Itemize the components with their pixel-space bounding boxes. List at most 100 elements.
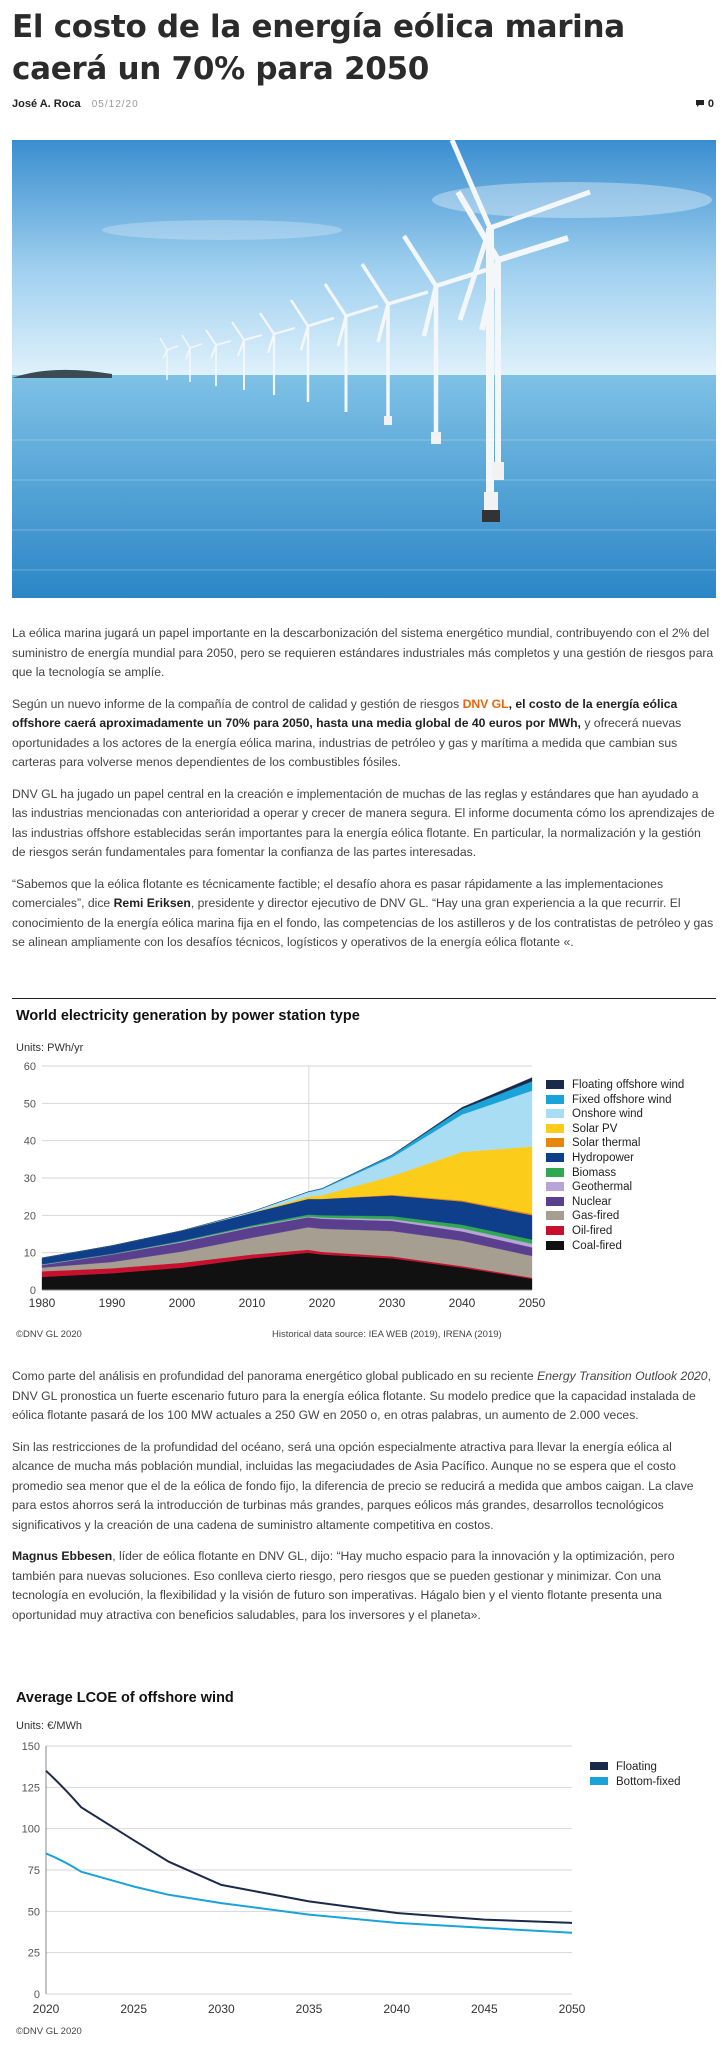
chart-1-copyright: ©DNV GL 2020 [16,1329,82,1340]
x-tick-label: 2000 [169,1296,196,1310]
y-tick-label: 40 [24,1136,36,1148]
paragraph-7: Magnus Ebbesen, líder de eólica flotante… [12,1547,716,1625]
paragraph-2-text-end: y ofrecerá nuevas oportunidades a los ac… [12,716,682,769]
chart-1-source: Historical data source: IEA WEB (2019), … [272,1329,502,1340]
x-tick-label: 2040 [383,2002,410,2016]
x-tick-label: 1990 [99,1296,126,1310]
legend-label: Nuclear [572,1195,612,1208]
chart-2-title: Average LCOE of offshore wind [16,1690,234,1706]
x-tick-label: 2035 [296,2002,323,2016]
legend-label: Bottom-fixed [616,1776,681,1788]
paragraph-2-text: Según un nuevo informe de la compañía de… [12,696,463,711]
area-floating-offshore-wind [41,1077,533,1259]
legend-swatch [546,1226,564,1235]
legend-swatch [546,1123,564,1133]
x-tick-label: 2045 [471,2002,498,2016]
paragraph-3: DNV GL ha jugado un papel central en la … [12,786,715,860]
x-tick-label: 2020 [33,2002,60,2016]
x-tick-label: 2030 [208,2002,235,2016]
legend-label: Solar PV [572,1122,618,1135]
legend-swatch [546,1138,564,1148]
chart-2-units: Units: €/MWh [16,1720,83,1732]
article-meta: José A. Roca 05/12/20 0 [12,98,716,114]
y-tick-label: 10 [24,1248,36,1260]
legend-label: Solar thermal [572,1137,641,1150]
legend-label: Biomass [572,1166,617,1179]
paragraph-7-name: Magnus Ebbesen [12,1549,113,1563]
legend-swatch [546,1240,564,1250]
paragraph-4-text-end: , presidente y director ejecutivo de DNV… [12,896,714,949]
y-tick-label: 20 [24,1210,36,1222]
author-name[interactable]: José A. Roca [12,98,81,110]
x-tick-label: 2010 [239,1296,266,1310]
y-tick-label: 125 [22,1782,40,1794]
legend-label: Gas-fired [572,1210,620,1223]
legend-label: Onshore wind [572,1108,643,1121]
x-tick-label: 2020 [309,1296,336,1310]
paragraph-2: Según un nuevo informe de la compañía de… [12,695,716,773]
x-tick-label: 2040 [449,1296,476,1310]
legend-swatch [590,1777,608,1785]
x-tick-label: 2030 [379,1296,406,1310]
chart-2-legend: Floating Bottom-fixed [590,1760,716,1800]
y-tick-label: 75 [28,1865,40,1877]
y-tick-label: 150 [22,1741,40,1753]
dnv-gl-link[interactable]: DNV GL [462,696,509,711]
y-tick-label: 60 [24,1061,36,1073]
legend-swatch [546,1182,564,1192]
x-tick-label: 1980 [29,1296,56,1310]
y-tick-label: 100 [22,1824,40,1836]
line-bottom-fixed [45,1852,573,1934]
chart-1-title: World electricity generation by power st… [16,1008,360,1024]
x-tick-label: 2025 [120,2002,147,2016]
legend-label: Floating [616,1761,657,1773]
comments-link[interactable]: 0 [695,98,714,110]
legend-label: Coal-fired [572,1239,622,1252]
legend-swatch [546,1211,564,1221]
comments-count: 0 [707,98,714,110]
legend-label: Fixed offshore wind [572,1093,672,1106]
y-tick-label: 0 [34,1989,40,2001]
chart-2-copyright: ©DNV GL 2020 [16,2026,82,2037]
legend-swatch [546,1153,564,1162]
paragraph-4-name: Remi Eriksen [113,896,191,910]
legend-swatch [546,1080,564,1089]
paragraph-5-text: Como parte del análisis en profundidad d… [12,1369,538,1383]
chart-lcoe-offshore-wind: Average LCOE of offshore wind Units: €/M… [12,1682,716,2044]
y-tick-label: 30 [24,1173,36,1185]
publish-date: 05/12/20 [91,99,139,110]
chart-1-legend: Floating offshore wind Fixed offshore win… [546,1078,716,1278]
paragraph-6: Sin las restricciones de la profundidad … [12,1439,694,1532]
paragraph-7-text: , líder de eólica flotante en DNV GL, di… [12,1549,675,1622]
legend-swatch [546,1196,564,1206]
report-title: Energy Transition Outlook 2020 [537,1369,708,1383]
legend-label: Geothermal [572,1181,633,1194]
comment-bubble-icon [695,100,704,107]
hero-image-offshore-wind-turbines [12,140,716,598]
chart-2-plot: 0 25 50 75 100 125 150 2020 2025 2030 2035 2040 2045… [22,1741,586,2016]
y-tick-label: 0 [30,1285,36,1297]
paragraph-5-text-end: , DNV GL pronostica un fuerte escenario … [12,1369,711,1422]
legend-swatch [546,1167,564,1177]
paragraph-1: La eólica marina jugará un papel importa… [12,626,714,679]
chart-electricity-generation: World electricity generation by power st… [12,998,716,1354]
legend-swatch [546,1109,564,1119]
line-floating [45,1770,573,1924]
legend-label: Floating offshore wind [572,1079,685,1091]
paragraph-2-bold: , el costo de la energía eólica offshore… [12,696,678,731]
legend-label: Hydropower [572,1152,634,1164]
legend-swatch [590,1762,608,1770]
y-tick-label: 25 [28,1948,40,1960]
article-body-middle: Como parte del análisis en profundidad d… [12,1367,716,1637]
paragraph-5: Como parte del análisis en profundidad d… [12,1367,716,1426]
y-tick-label: 50 [28,1906,40,1918]
legend-swatch [546,1094,564,1104]
paragraph-4: “Sabemos que la eólica flotante es técni… [12,875,716,953]
x-tick-label: 2050 [559,2002,586,2016]
article-title: El costo de la energía eólica marina cae… [12,9,625,87]
chart-1-units: Units: PWh/yr [16,1042,84,1054]
x-tick-label: 2050 [519,1296,546,1310]
legend-label: Oil-fired [572,1225,613,1237]
article-body-top: La eólica marina jugará un papel importa… [12,624,716,965]
